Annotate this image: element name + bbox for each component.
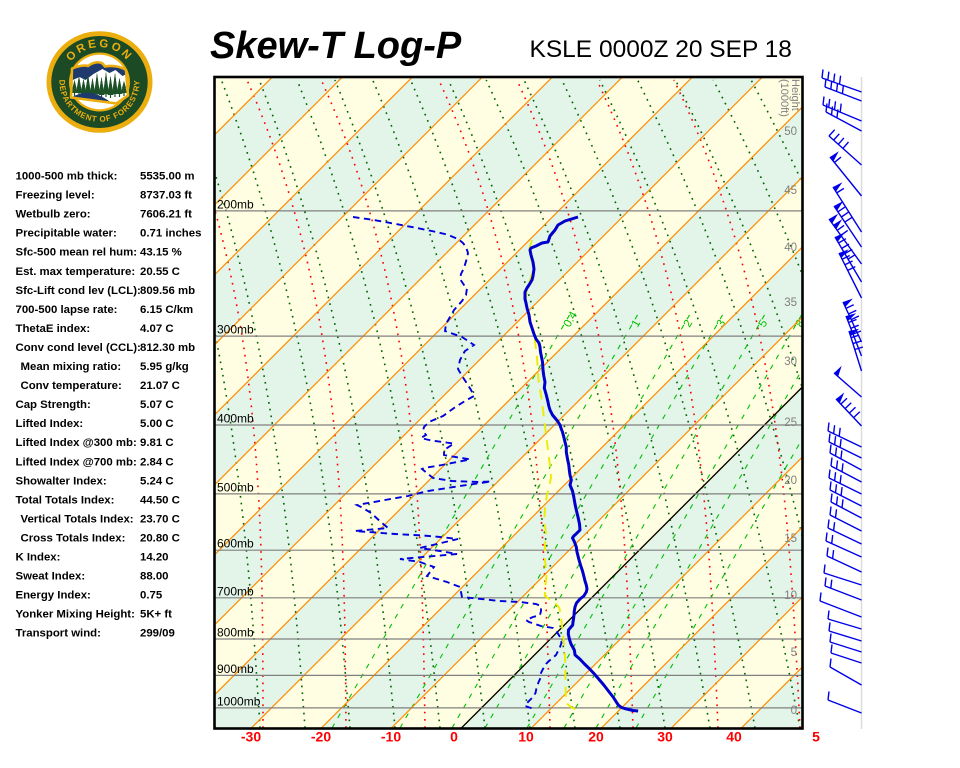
svg-text:20: 20	[588, 729, 604, 745]
svg-text:8737.03 ft: 8737.03 ft	[140, 190, 192, 202]
svg-text:5.00 C: 5.00 C	[140, 418, 174, 430]
svg-text:Lifted Index:: Lifted Index:	[16, 418, 84, 430]
svg-text:-30: -30	[241, 729, 261, 745]
svg-text:6.15 C/km: 6.15 C/km	[140, 304, 193, 316]
svg-text:809.56 mb: 809.56 mb	[140, 285, 195, 297]
svg-text:900mb: 900mb	[217, 662, 254, 676]
svg-text:3: 3	[715, 318, 729, 330]
svg-text:812.30 mb: 812.30 mb	[140, 342, 195, 354]
svg-text:Cap Strength:: Cap Strength:	[16, 399, 91, 411]
svg-text:1000-500 mb thick:: 1000-500 mb thick:	[16, 171, 118, 183]
svg-text:0.75: 0.75	[140, 590, 163, 602]
svg-text:0.71 inches: 0.71 inches	[140, 228, 201, 240]
svg-text:7606.21 ft: 7606.21 ft	[140, 209, 192, 221]
svg-text:20.80 C: 20.80 C	[140, 533, 180, 545]
svg-text:Est. max temperature:: Est. max temperature:	[16, 266, 136, 278]
svg-text:K Index:: K Index:	[16, 552, 61, 564]
svg-text:Sfc-500 mean rel hum:: Sfc-500 mean rel hum:	[16, 247, 138, 259]
svg-text:Lifted Index @300 mb:: Lifted Index @300 mb:	[16, 437, 137, 449]
svg-text:30: 30	[784, 356, 797, 368]
svg-text:700mb: 700mb	[217, 584, 254, 598]
svg-text:14.20: 14.20	[140, 552, 169, 564]
svg-text:500mb: 500mb	[217, 480, 254, 494]
svg-text:25: 25	[784, 417, 797, 429]
svg-text:15: 15	[784, 533, 797, 545]
svg-text:700-500 lapse rate:: 700-500 lapse rate:	[16, 304, 118, 316]
svg-text:Wetbulb zero:: Wetbulb zero:	[16, 209, 91, 221]
svg-text:Sweat Index:: Sweat Index:	[16, 571, 86, 583]
svg-text:40: 40	[726, 729, 742, 745]
svg-text:8: 8	[794, 318, 808, 330]
svg-text:200mb: 200mb	[217, 197, 254, 211]
svg-text:1: 1	[630, 318, 644, 330]
svg-text:30: 30	[657, 729, 673, 745]
svg-text:10: 10	[784, 590, 797, 602]
svg-text:5.95 g/kg: 5.95 g/kg	[140, 361, 189, 373]
svg-text:5K+ ft: 5K+ ft	[140, 609, 172, 621]
svg-text:Mean mixing ratio:: Mean mixing ratio:	[21, 361, 122, 373]
svg-text:5.24 C: 5.24 C	[140, 475, 174, 487]
svg-text:20: 20	[784, 475, 797, 487]
svg-text:21.07 C: 21.07 C	[140, 380, 180, 392]
svg-text:Transport wind:: Transport wind:	[16, 628, 101, 640]
svg-text:-10: -10	[381, 729, 401, 745]
svg-text:Conv cond level (CCL):: Conv cond level (CCL):	[16, 342, 141, 354]
svg-text:0: 0	[791, 705, 797, 717]
svg-text:400mb: 400mb	[217, 412, 254, 426]
svg-text:Vertical Totals Index:: Vertical Totals Index:	[21, 513, 134, 525]
svg-text:43.15 %: 43.15 %	[140, 247, 182, 259]
svg-text:Conv temperature:: Conv temperature:	[21, 380, 122, 392]
svg-text:600mb: 600mb	[217, 537, 254, 551]
svg-text:0: 0	[450, 729, 458, 745]
svg-text:5: 5	[757, 318, 771, 330]
svg-text:5: 5	[791, 647, 797, 659]
svg-text:5: 5	[812, 729, 820, 745]
svg-text:Yonker Mixing Height:: Yonker Mixing Height:	[16, 609, 135, 621]
svg-text:ThetaE index:: ThetaE index:	[16, 323, 91, 335]
svg-text:-20: -20	[311, 729, 331, 745]
svg-text:2.84 C: 2.84 C	[140, 456, 174, 468]
svg-text:Sfc-Lift cond lev (LCL):: Sfc-Lift cond lev (LCL):	[16, 285, 141, 297]
svg-text:20.55 C: 20.55 C	[140, 266, 180, 278]
svg-text:Freezing level:: Freezing level:	[16, 190, 95, 202]
svg-text:800mb: 800mb	[217, 626, 254, 640]
svg-text:23.70 C: 23.70 C	[140, 513, 180, 525]
svg-text:Showalter Index:: Showalter Index:	[16, 475, 107, 487]
svg-text:45: 45	[784, 185, 797, 197]
svg-text:300mb: 300mb	[217, 323, 254, 337]
svg-text:40: 40	[784, 242, 797, 254]
svg-text:2: 2	[682, 318, 696, 330]
svg-text:88.00: 88.00	[140, 571, 169, 583]
svg-text:44.50 C: 44.50 C	[140, 494, 180, 506]
svg-text:5.07 C: 5.07 C	[140, 399, 174, 411]
svg-text:Skew-T Log-P: Skew-T Log-P	[210, 25, 462, 67]
svg-text:9.81 C: 9.81 C	[140, 437, 174, 449]
svg-text:35: 35	[784, 297, 797, 309]
svg-text:Total Totals Index:: Total Totals Index:	[16, 494, 115, 506]
svg-text:5535.00 m: 5535.00 m	[140, 171, 194, 183]
svg-text:Lifted Index @700 mb:: Lifted Index @700 mb:	[16, 456, 137, 468]
svg-text:Cross Totals Index:: Cross Totals Index:	[21, 533, 126, 545]
svg-text:50: 50	[784, 126, 797, 138]
svg-text:10: 10	[518, 729, 534, 745]
svg-text:299/09: 299/09	[140, 628, 175, 640]
svg-text:4.07 C: 4.07 C	[140, 323, 174, 335]
svg-text:Height(1000ft): Height(1000ft)	[778, 79, 801, 117]
svg-text:Energy Index:: Energy Index:	[16, 590, 91, 602]
svg-text:KSLE 0000Z 20 SEP 18: KSLE 0000Z 20 SEP 18	[530, 36, 792, 63]
svg-text:1000mb: 1000mb	[217, 694, 261, 708]
svg-text:Precipitable water:: Precipitable water:	[16, 228, 117, 240]
